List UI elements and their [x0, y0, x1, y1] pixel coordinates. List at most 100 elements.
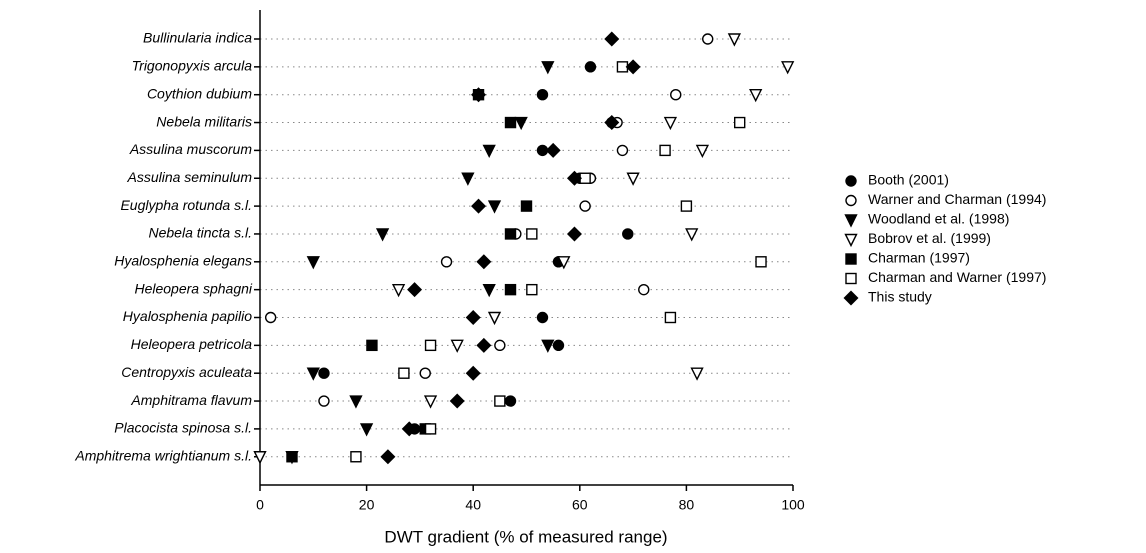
point — [536, 88, 549, 101]
x-tick-label: 100 — [781, 497, 805, 513]
x-tick-label: 80 — [679, 497, 695, 513]
point — [584, 61, 597, 73]
point — [318, 395, 330, 407]
point — [626, 172, 640, 186]
point — [664, 311, 677, 324]
point — [349, 395, 363, 409]
point — [727, 33, 742, 47]
point — [616, 144, 629, 157]
point — [579, 200, 591, 212]
point — [461, 172, 475, 186]
point — [398, 367, 410, 379]
y-tick-label: Amphitrama flavum — [130, 392, 252, 408]
point — [286, 451, 298, 463]
point — [659, 144, 671, 157]
legend-marker — [844, 233, 858, 248]
y-tick-label: Nebela militaris — [156, 113, 252, 129]
point — [424, 339, 437, 352]
legend-label: Charman (1997) — [868, 250, 970, 266]
y-tick-label: Hyalosphenia papilio — [123, 308, 252, 324]
point — [755, 256, 767, 268]
point — [375, 228, 390, 242]
y-tick-label: Euglypha rotunda s.l. — [120, 197, 252, 213]
legend-marker — [845, 175, 857, 187]
point — [638, 283, 650, 296]
legend-marker — [843, 290, 859, 306]
point — [306, 256, 320, 270]
x-tick-label: 0 — [256, 497, 264, 513]
x-tick-label: 60 — [572, 497, 588, 513]
legend-label: Warner and Charman (1994) — [868, 191, 1046, 207]
point — [680, 200, 693, 212]
y-tick-label: Amphitrema wrightianum s.l. — [74, 447, 252, 463]
point — [545, 142, 561, 158]
point — [465, 365, 481, 381]
y-tick-label: Heleopera sphagni — [134, 280, 252, 296]
point — [690, 367, 704, 381]
point — [504, 228, 517, 240]
point — [536, 311, 549, 324]
y-tick-label: Centropyxis aculeata — [121, 364, 252, 380]
x-tick-label: 20 — [359, 497, 375, 513]
point — [476, 254, 492, 270]
point — [604, 31, 620, 47]
y-tick-label: Trigonopyxis arcula — [132, 58, 253, 74]
point — [471, 87, 487, 103]
point — [487, 311, 502, 326]
point — [465, 310, 481, 325]
point — [407, 282, 423, 298]
point — [401, 421, 417, 437]
legend-marker — [845, 272, 857, 285]
point — [504, 395, 517, 407]
point — [494, 339, 506, 352]
point — [622, 228, 634, 240]
point — [264, 311, 277, 324]
point — [494, 395, 506, 407]
y-tick-label: Coythion dubium — [147, 85, 252, 101]
y-tick-label: Assulina muscorum — [129, 141, 252, 157]
point — [482, 144, 496, 158]
point — [663, 116, 678, 131]
point — [476, 337, 492, 353]
legend-label: Booth (2001) — [868, 172, 949, 188]
y-tick-label: Bullinularia indica — [143, 30, 252, 46]
legend-marker — [845, 253, 857, 265]
legend-label: This study — [868, 289, 932, 305]
y-tick-label: Nebela tincta s.l. — [149, 225, 253, 241]
x-tick-label: 40 — [465, 497, 481, 513]
point — [685, 228, 699, 242]
point — [526, 283, 538, 296]
y-tick-label: Placocista spinosa s.l. — [114, 420, 252, 436]
point — [440, 256, 453, 268]
point — [359, 423, 374, 437]
point — [350, 451, 362, 463]
point — [526, 228, 538, 240]
point — [366, 339, 378, 352]
point — [625, 59, 641, 75]
point — [670, 88, 682, 101]
legend-marker — [845, 194, 857, 207]
point — [749, 88, 763, 103]
point — [423, 395, 438, 409]
legend-marker — [844, 214, 858, 228]
y-tick-label: Assulina seminulum — [127, 169, 253, 185]
point — [541, 61, 555, 75]
point — [482, 283, 496, 298]
point — [471, 198, 487, 214]
point — [380, 449, 396, 465]
point — [734, 116, 746, 129]
point — [566, 226, 582, 242]
point — [514, 116, 528, 131]
point — [566, 170, 582, 186]
x-axis-label: DWT gradient (% of measured range) — [384, 527, 667, 546]
point — [424, 423, 437, 435]
legend-label: Bobrov et al. (1999) — [868, 230, 991, 246]
point — [781, 61, 795, 75]
y-tick-label: Heleopera petricola — [131, 336, 253, 352]
point — [520, 200, 533, 212]
point — [487, 200, 502, 214]
point — [702, 33, 714, 45]
point — [306, 367, 320, 381]
point — [504, 283, 517, 296]
